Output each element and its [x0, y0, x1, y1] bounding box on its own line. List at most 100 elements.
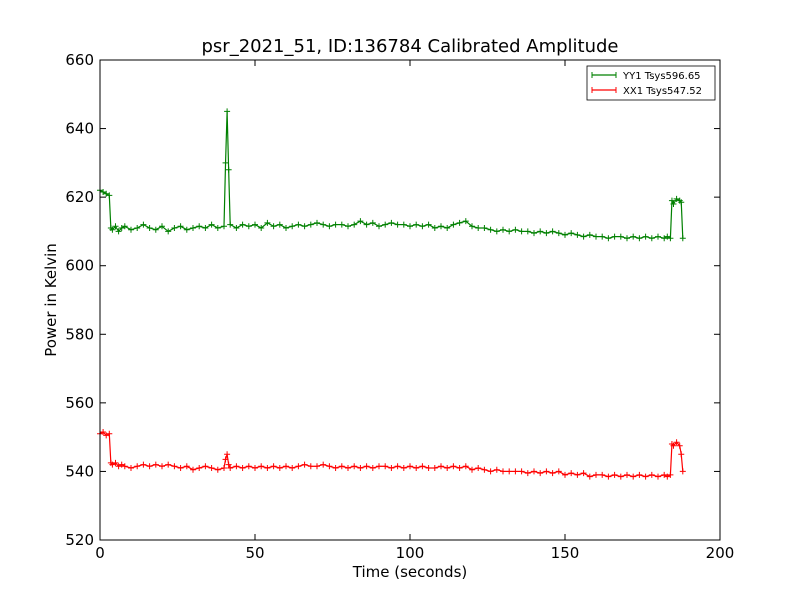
data-point — [159, 463, 165, 470]
data-point — [679, 235, 686, 242]
data-point — [400, 465, 407, 471]
data-point — [487, 226, 494, 233]
data-point — [605, 473, 612, 480]
data-point — [140, 221, 147, 228]
data-point — [190, 466, 196, 473]
data-point — [270, 223, 277, 230]
data-point — [580, 233, 587, 240]
data-point — [661, 235, 668, 242]
data-point — [128, 226, 134, 233]
data-point — [225, 166, 232, 173]
data-point — [295, 221, 302, 228]
data-point — [611, 233, 618, 240]
data-point — [655, 233, 661, 240]
data-point — [289, 465, 296, 471]
data-point — [221, 223, 227, 230]
data-point — [245, 463, 252, 470]
data-point — [103, 190, 110, 197]
data-point — [524, 228, 531, 235]
data-point — [121, 463, 128, 470]
data-point — [493, 228, 500, 235]
data-point — [208, 465, 215, 471]
y-tick-label: 580 — [65, 325, 94, 343]
data-point — [171, 463, 178, 470]
data-point — [574, 231, 581, 238]
data-point — [208, 221, 215, 228]
data-point — [109, 226, 116, 233]
data-point — [670, 201, 677, 207]
data-point — [363, 463, 370, 470]
data-point — [664, 473, 671, 480]
y-tick-label: 640 — [65, 120, 94, 138]
data-point — [630, 473, 637, 480]
data-point — [673, 195, 680, 202]
data-point — [670, 442, 677, 449]
data-point — [233, 463, 240, 470]
data-point — [574, 471, 581, 478]
data-point — [140, 461, 147, 468]
data-point — [258, 225, 265, 231]
data-point — [239, 221, 246, 228]
data-point — [469, 223, 475, 230]
data-point — [264, 465, 271, 471]
data-point — [115, 228, 122, 235]
data-point — [673, 439, 680, 446]
data-point — [103, 432, 110, 439]
data-point — [506, 228, 513, 235]
data-point — [177, 223, 184, 230]
data-point — [524, 470, 531, 477]
series-0 — [97, 108, 686, 242]
data-point — [630, 233, 637, 240]
data-point — [599, 233, 606, 240]
data-point — [462, 463, 469, 470]
data-point — [301, 223, 308, 230]
data-point — [224, 108, 231, 115]
data-point — [611, 471, 618, 478]
plot-area — [100, 60, 720, 540]
y-tick-label: 600 — [65, 257, 94, 275]
data-point — [450, 221, 457, 228]
data-point — [134, 463, 141, 470]
data-point — [388, 465, 395, 471]
data-point — [419, 223, 426, 230]
data-point — [171, 225, 178, 231]
data-point — [307, 463, 314, 470]
data-point — [338, 221, 345, 228]
data-point — [301, 461, 308, 468]
data-point — [438, 463, 444, 470]
legend: YY1 Tsys596.65 XX1 Tsys547.52 — [586, 65, 716, 101]
data-point — [394, 221, 401, 228]
data-point — [419, 463, 426, 470]
data-point — [152, 461, 159, 468]
data-point — [481, 466, 488, 473]
data-point — [617, 233, 624, 240]
data-point — [252, 221, 258, 228]
data-point — [593, 471, 599, 478]
legend-marker — [591, 87, 617, 93]
data-point — [214, 225, 221, 231]
series-1 — [97, 429, 686, 480]
data-point — [332, 465, 339, 471]
legend-marker — [591, 72, 617, 78]
data-point — [512, 468, 519, 475]
data-point — [314, 219, 320, 226]
data-point — [276, 465, 283, 471]
data-point — [648, 471, 655, 478]
data-point — [106, 192, 113, 199]
data-point — [431, 225, 438, 231]
data-point — [679, 468, 686, 475]
data-point — [202, 463, 209, 470]
data-point — [224, 451, 231, 458]
data-point — [481, 225, 488, 231]
data-point — [196, 223, 203, 230]
data-point — [146, 225, 153, 231]
data-point — [568, 230, 575, 237]
legend-label: XX1 Tsys547.52 — [623, 86, 702, 97]
x-tick-label: 0 — [95, 544, 105, 562]
data-point — [118, 461, 125, 468]
data-point — [586, 473, 593, 480]
x-tick-label: 150 — [551, 544, 580, 562]
data-point — [438, 223, 444, 230]
data-point — [413, 221, 420, 228]
data-point — [165, 461, 172, 468]
